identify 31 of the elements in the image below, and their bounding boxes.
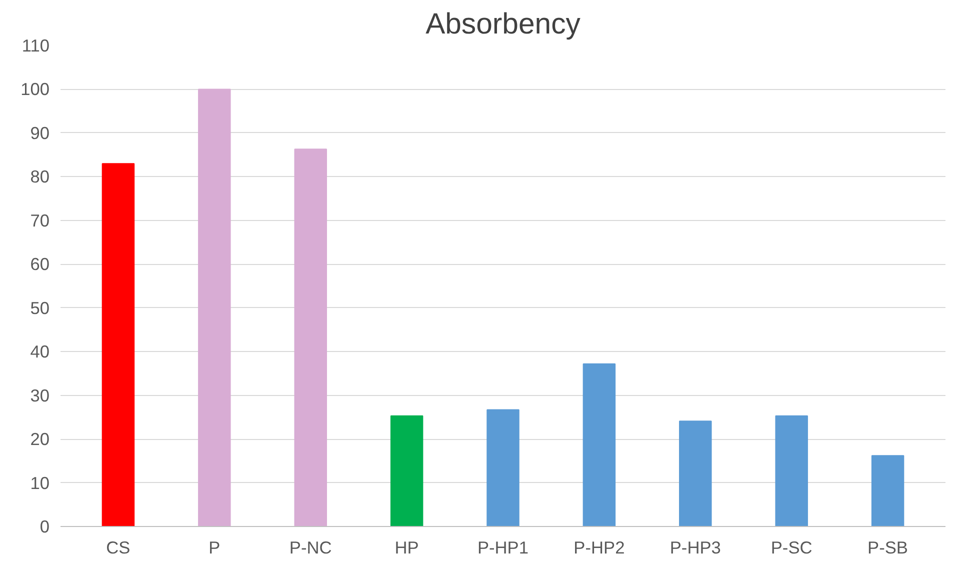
bar xyxy=(871,455,904,526)
y-tick-label: 30 xyxy=(30,385,50,406)
y-tick-label: 40 xyxy=(30,342,50,362)
x-tick-label: P-HP3 xyxy=(670,538,721,558)
x-tick-label: P-HP1 xyxy=(477,538,529,558)
x-tick-label: P-NC xyxy=(289,538,332,558)
y-tick-label: 100 xyxy=(20,79,50,100)
bar xyxy=(294,148,327,526)
bar xyxy=(486,409,520,526)
bar xyxy=(102,163,135,526)
x-tick-label: CS xyxy=(106,538,130,558)
y-tick-label: 50 xyxy=(30,298,50,318)
bar xyxy=(390,415,424,526)
y-tick-label: 70 xyxy=(30,210,50,230)
bar xyxy=(198,88,231,526)
chart-title: Absorbency xyxy=(426,8,581,40)
y-tick-label: 0 xyxy=(40,516,50,536)
y-tick-label: 10 xyxy=(30,472,50,493)
x-tick-label: P-SC xyxy=(770,538,812,558)
bar xyxy=(679,420,712,526)
bar xyxy=(582,363,616,526)
x-tick-label: P-SB xyxy=(868,538,908,558)
y-tick-label: 20 xyxy=(30,429,50,450)
y-tick-label: 90 xyxy=(30,122,50,143)
bar xyxy=(775,415,808,526)
y-tick-label: 110 xyxy=(22,36,50,56)
x-tick-label: HP xyxy=(394,538,419,558)
y-tick-label: 80 xyxy=(30,166,50,187)
y-tick-label: 60 xyxy=(30,254,50,274)
x-tick-label: P xyxy=(208,538,220,558)
x-tick-label: P-HP2 xyxy=(574,538,625,558)
